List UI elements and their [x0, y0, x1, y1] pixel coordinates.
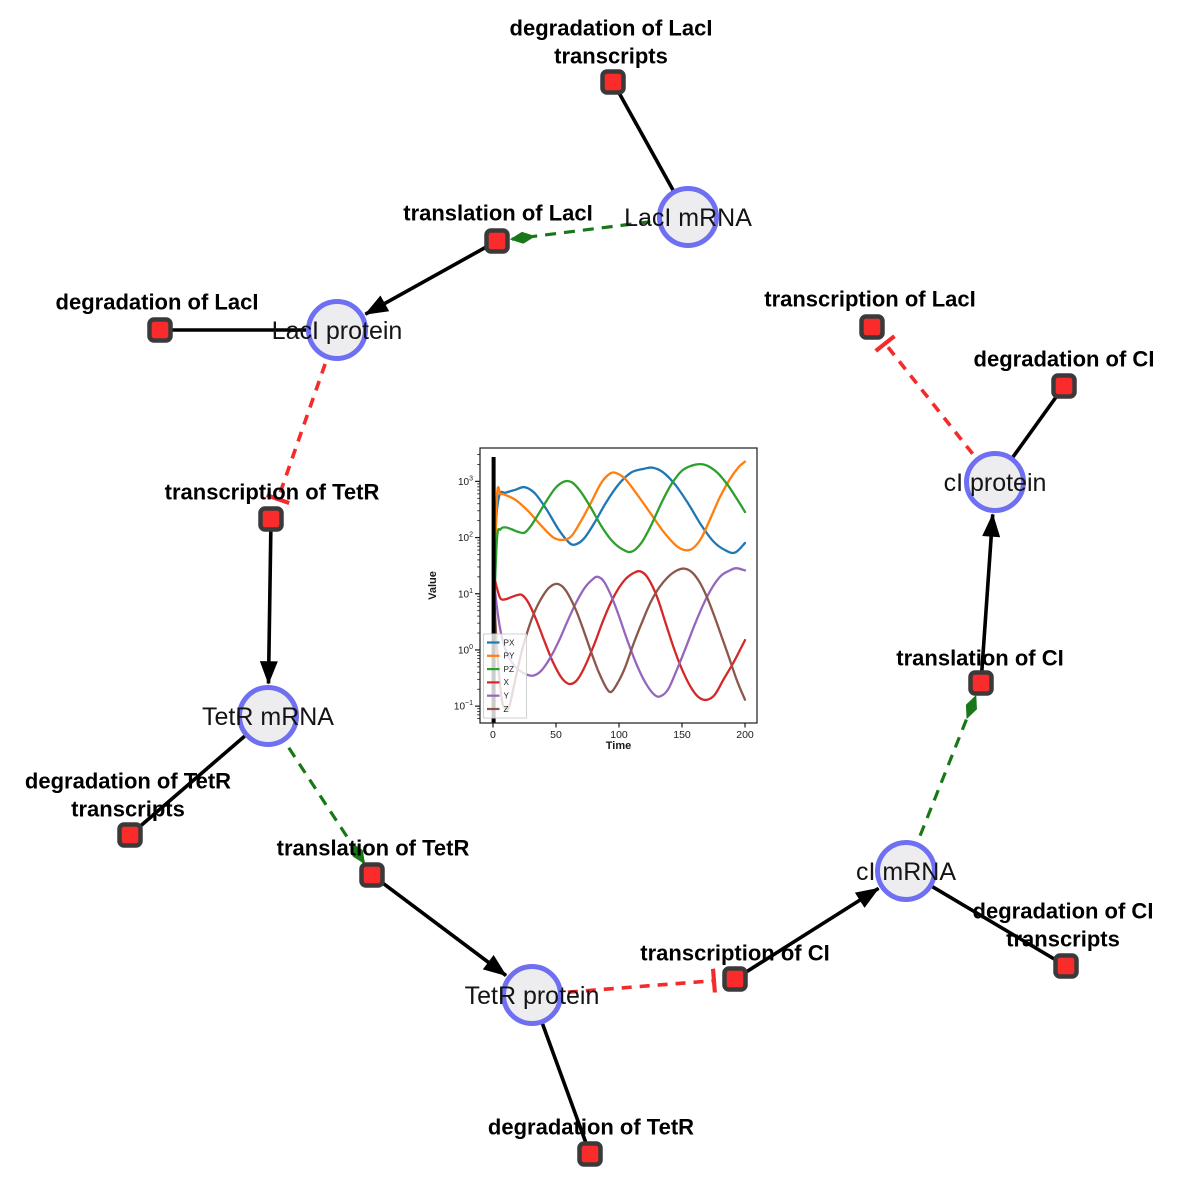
plot-legend: PX PY PZ XYZ [483, 633, 527, 719]
species-node-tetr_mrna[interactable] [237, 685, 299, 747]
species-node-laci_mrna[interactable] [657, 186, 719, 248]
edge-production-transl_ci-to-ci_protein [979, 513, 1001, 684]
reaction-node-transl_laci[interactable] [484, 228, 510, 254]
reaction-label-transc_tetr: transcription of TetR [165, 480, 380, 505]
x-tick-label: 0 [490, 729, 496, 741]
reaction-label-transl_ci: translation of CI [896, 646, 1063, 671]
edge-inhibition-tetr_protein-to-transc_ci [531, 968, 717, 997]
reaction-nodes-layer: degradation of LacI transcripts translatio… [25, 16, 1155, 1167]
reaction-label-deg_laci_tx: degradation of LacI transcripts [510, 16, 713, 69]
species-label-ci_protein: cI protein [944, 469, 1047, 497]
species-node-ci_protein[interactable] [964, 451, 1026, 513]
edge-production-transc_ci-to-ci_mrna [734, 886, 880, 981]
edge-consumption-ci_mrna-to-deg_ci_tx [905, 869, 1067, 968]
species-label-tetr_mrna: TetR mRNA [202, 703, 334, 731]
reaction-label-deg_ci: degradation of CI [974, 347, 1155, 372]
reaction-node-transl_tetr[interactable] [359, 862, 385, 888]
reaction-node-deg_ci[interactable] [1051, 373, 1077, 399]
reaction-label-transl_laci: translation of LacI [403, 201, 592, 226]
reaction-label-transc_ci: transcription of CI [640, 941, 829, 966]
x-axis-label: Time [606, 740, 631, 752]
y-axis-label: Value [427, 571, 439, 600]
species-node-ci_mrna[interactable] [875, 840, 937, 902]
inset-plot: PX PY PZ XYZ 0 50 100 150 200 10−1 100 101 102 103 Tim… [427, 447, 758, 752]
x-tick-label: 200 [736, 729, 754, 741]
edge-production-transl_tetr-to-tetr_protein [370, 873, 508, 977]
legend-box [483, 633, 527, 719]
species-label-tetr_protein: TetR protein [465, 982, 600, 1010]
legend-label-X: X [504, 678, 510, 687]
reaction-node-deg_laci[interactable] [147, 317, 173, 343]
legend-label-Z: Z [504, 705, 509, 714]
reaction-node-transl_ci[interactable] [968, 670, 994, 696]
x-tick-label: 150 [673, 729, 691, 741]
reaction-node-transc_ci[interactable] [722, 966, 748, 992]
species-label-laci_protein: LacI protein [272, 317, 403, 345]
reaction-node-transc_tetr[interactable] [258, 506, 284, 532]
x-tick-label: 50 [550, 729, 562, 741]
reaction-node-deg_tetr[interactable] [577, 1141, 603, 1167]
legend-label-Y: Y [504, 692, 510, 701]
reaction-node-deg_laci_tx[interactable] [600, 69, 626, 95]
reaction-label-deg_tetr_tx: degradation of TetR transcripts [25, 769, 231, 822]
species-node-tetr_protein[interactable] [501, 964, 563, 1026]
reaction-label-deg_tetr: degradation of TetR [488, 1115, 694, 1140]
series-line-PZ [491, 462, 747, 647]
x-tick-label: 100 [610, 729, 628, 741]
y-tick-label: 102 [458, 532, 473, 545]
reaction-node-deg_ci_tx[interactable] [1053, 953, 1079, 979]
series-line-PY [491, 460, 747, 647]
series-line-X [491, 570, 747, 702]
reaction-label-transl_tetr: translation of TetR [277, 836, 470, 861]
reaction-label-deg_laci: degradation of LacI [56, 290, 259, 315]
reaction-node-deg_tetr_tx[interactable] [117, 822, 143, 848]
species-nodes-layer: LacI mRNA LacI protein TetR mRNA TetR prote… [202, 186, 1047, 1026]
species-node-laci_protein[interactable] [306, 299, 368, 361]
reaction-label-transc_laci: transcription of LacI [764, 287, 975, 312]
reaction-label-deg_ci_tx: degradation of CI transcripts [973, 899, 1154, 952]
edge-production-transl_laci-to-laci_protein [364, 239, 498, 316]
edge-inhibition-ci_protein-to-transc_laci [874, 334, 997, 484]
legend-label-PZ: PZ [504, 665, 514, 674]
edge-modifier-ci_mrna-to-transl_ci [904, 694, 977, 872]
species-label-ci_mrna: cI mRNA [856, 858, 956, 886]
y-tick-label: 103 [458, 475, 473, 488]
edge-production-transc_tetr-to-tetr_mrna [259, 518, 278, 685]
y-tick-label: 101 [458, 588, 473, 601]
legend-label-PY: PY [504, 652, 515, 661]
edge-inhibition-laci_protein-to-transc_tetr [265, 329, 339, 505]
legend-label-PX: PX [504, 638, 515, 647]
y-tick-label: 100 [458, 644, 473, 657]
reaction-node-transc_laci[interactable] [859, 314, 885, 340]
y-tick-label: 10−1 [454, 700, 473, 713]
species-label-laci_mrna: LacI mRNA [624, 204, 752, 232]
